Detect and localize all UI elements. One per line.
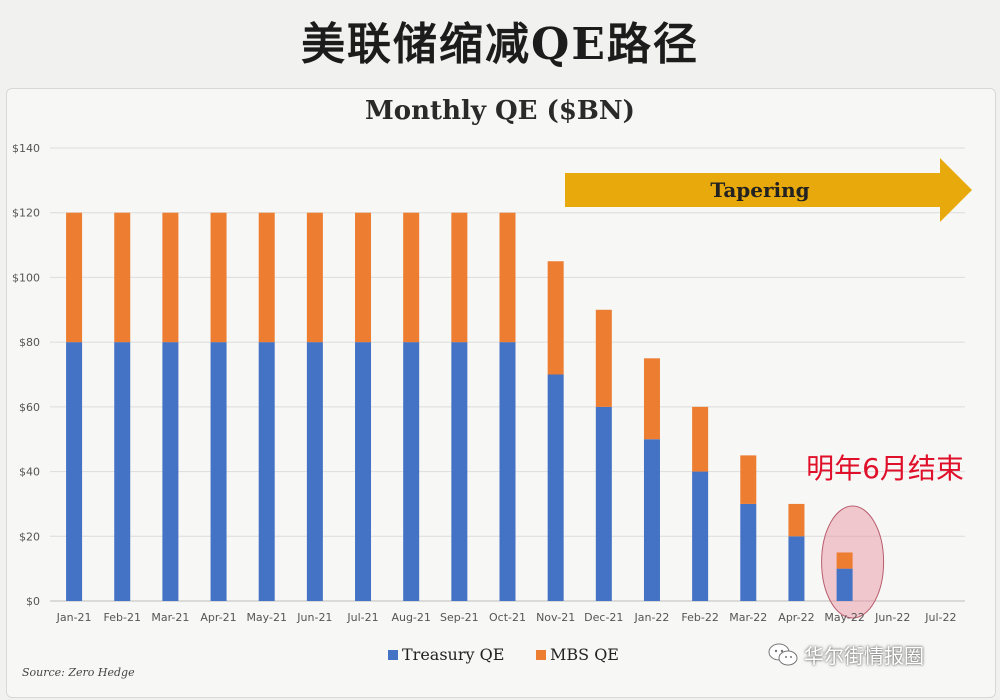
x-tick-label: Mar-21 [151, 611, 189, 624]
end-note: 明年6月结束 [806, 452, 964, 485]
x-tick-label: Mar-22 [729, 611, 767, 624]
bar-mbs-qe [836, 552, 853, 569]
y-tick-label: $140 [12, 142, 40, 155]
bar-treasury-qe [210, 342, 227, 601]
bar-mbs-qe [403, 212, 420, 343]
bar-mbs-qe [788, 503, 805, 537]
bar-treasury-qe [788, 536, 805, 601]
x-tick-label: Feb-21 [104, 611, 141, 624]
watermark-text: 华尔街情报圈 [804, 644, 924, 668]
x-tick-label: Jan-21 [56, 611, 92, 624]
y-tick-label: $20 [19, 530, 40, 543]
legend-swatch [536, 650, 546, 660]
x-tick-label: Oct-21 [489, 611, 526, 624]
bar-treasury-qe [740, 503, 757, 601]
x-tick-label: Jul-21 [346, 611, 378, 624]
bar-treasury-qe [836, 568, 853, 601]
bar-mbs-qe [595, 309, 612, 407]
bar-mbs-qe [210, 212, 227, 343]
y-tick-label: $120 [12, 207, 40, 220]
x-tick-label: Jan-22 [634, 611, 670, 624]
bar-mbs-qe [258, 212, 275, 343]
bar-mbs-qe [451, 212, 468, 343]
x-tick-label: Aug-21 [391, 611, 430, 624]
bar-mbs-qe [66, 212, 83, 343]
x-tick-label: Apr-21 [200, 611, 236, 624]
bar-treasury-qe [306, 342, 323, 601]
y-tick-label: $0 [26, 595, 40, 608]
bar-treasury-qe [403, 342, 420, 601]
bar-treasury-qe [692, 471, 709, 601]
x-tick-label: Jun-21 [296, 611, 332, 624]
bar-mbs-qe [499, 212, 516, 343]
bar-mbs-qe [306, 212, 323, 343]
bar-mbs-qe [740, 455, 757, 504]
x-tick-label: May-21 [246, 611, 287, 624]
bar-treasury-qe [162, 342, 179, 601]
bar-treasury-qe [451, 342, 468, 601]
x-tick-label: Dec-21 [584, 611, 623, 624]
y-tick-label: $40 [19, 466, 40, 479]
watermark: 华尔街情报圈 [768, 640, 924, 669]
bar-treasury-qe [643, 439, 660, 601]
legend-label: Treasury QE [402, 645, 504, 664]
wechat-icon [768, 643, 798, 665]
x-tick-label: Jun-22 [874, 611, 910, 624]
bar-mbs-qe [355, 212, 372, 343]
y-tick-label: $80 [19, 336, 40, 349]
x-tick-label: Apr-22 [778, 611, 814, 624]
tapering-arrow [565, 158, 972, 222]
legend-label: MBS QE [550, 645, 619, 664]
x-tick-label: May-22 [824, 611, 865, 624]
bar-treasury-qe [355, 342, 372, 601]
bar-treasury-qe [595, 406, 612, 601]
y-tick-label: $100 [12, 271, 40, 284]
bar-mbs-qe [643, 358, 660, 440]
chart-title: Monthly QE ($BN) [365, 96, 635, 126]
bar-mbs-qe [114, 212, 131, 343]
bar-treasury-qe [66, 342, 83, 601]
bar-mbs-qe [547, 261, 564, 375]
source-note: Source: Zero Hedge [22, 666, 135, 679]
x-tick-label: Sep-21 [440, 611, 479, 624]
x-tick-label: Jul-22 [924, 611, 956, 624]
bar-treasury-qe [499, 342, 516, 601]
y-tick-label: $60 [19, 401, 40, 414]
tapering-label: Tapering [710, 178, 809, 202]
bar-treasury-qe [258, 342, 275, 601]
bar-mbs-qe [162, 212, 179, 343]
legend-swatch [388, 650, 398, 660]
page-title: 美联储缩减QE路径 [301, 19, 699, 70]
bar-treasury-qe [114, 342, 131, 601]
x-tick-label: Nov-21 [536, 611, 575, 624]
x-tick-label: Feb-22 [681, 611, 718, 624]
bar-mbs-qe [692, 406, 709, 472]
bar-treasury-qe [547, 374, 564, 601]
